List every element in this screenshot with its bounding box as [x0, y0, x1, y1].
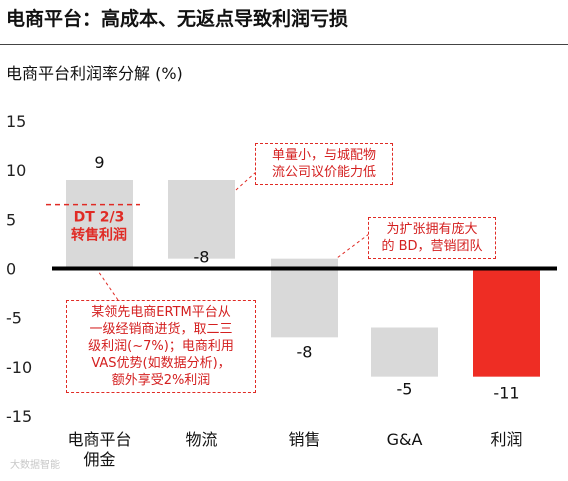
callout-line: 某领先电商ERTM平台从: [91, 305, 231, 320]
bar-value-label: -8: [194, 248, 210, 267]
page-title: 电商平台：高成本、无返点导致利润亏损: [6, 8, 349, 30]
bar-value-label: -8: [297, 342, 313, 361]
y-tick-label: -5: [6, 309, 22, 328]
callout-sales-note: 为扩张拥有庞大 的 BD，营销团队: [368, 217, 496, 259]
callout-line: 流公司议价能力低: [271, 165, 376, 180]
x-category-label: 销售: [288, 430, 320, 449]
callout-line: 额外享受2%利润: [111, 373, 211, 388]
callout-leader-line: [95, 267, 119, 301]
bar: [473, 268, 540, 377]
callout-line: 一级经销商进货，取二三: [89, 322, 233, 337]
callout-leader-line: [235, 171, 257, 191]
bar: [271, 258, 338, 338]
bar-value-label: 9: [94, 153, 104, 172]
callout-line: 为扩张拥有庞大: [386, 222, 478, 237]
callout-line: 单量小，与城配物: [271, 148, 376, 163]
x-category-label: 佣金: [83, 450, 115, 469]
watermark-text: 大数据智能: [10, 460, 60, 471]
reference-line-label: DT 2/3: [74, 210, 125, 226]
bar-value-labels: 9 -8 -8 -5 -11: [94, 153, 519, 403]
reference-line-label: 转售利润: [71, 227, 127, 244]
y-tick-label: -10: [6, 358, 32, 377]
x-category-label: 物流: [185, 430, 217, 449]
x-category-label: 电商平台: [67, 430, 131, 449]
y-tick-label: 15: [6, 112, 26, 131]
chart-subtitle: 电商平台利润率分解 (%): [6, 64, 183, 83]
y-tick-label: -15: [6, 407, 32, 426]
x-category-label: G&A: [387, 430, 423, 449]
bar-value-label: -11: [493, 384, 519, 403]
bar: [168, 180, 235, 259]
bar-value-label: -5: [397, 380, 413, 399]
y-tick-label: 10: [6, 161, 26, 180]
callout-logistics-note: 单量小，与城配物 流公司议价能力低: [255, 143, 393, 185]
callout-line: VAS优势(如数据分析)，: [91, 356, 231, 371]
x-category-label: 利润: [490, 430, 522, 449]
bars: [52, 180, 557, 377]
y-tick-label: 5: [6, 210, 16, 229]
callout-commission-note: 某领先电商ERTM平台从 一级经销商进货，取二三 级利润(~7%)；电商利用 V…: [66, 300, 256, 393]
callout-line: 级利润(~7%)；电商利用: [88, 339, 234, 354]
title-divider: [0, 44, 568, 45]
callout-lines: [95, 171, 370, 301]
callout-line: 的 BD，营销团队: [381, 239, 483, 254]
bar: [371, 327, 438, 377]
y-axis-ticks: 15 10 5 0 -5 -10 -15: [6, 112, 32, 426]
callout-leader-line: [336, 233, 370, 259]
y-tick-label: 0: [6, 260, 16, 279]
bar: [66, 180, 133, 269]
